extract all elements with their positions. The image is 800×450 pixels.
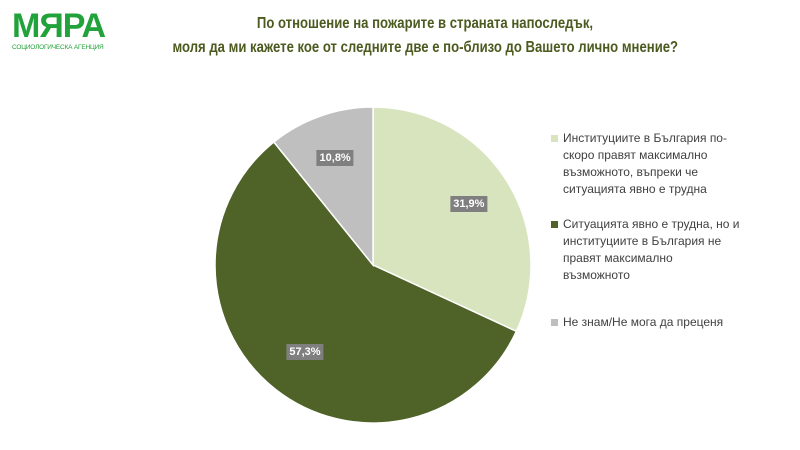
logo-name: МЯРА	[12, 7, 106, 45]
title-line-2: моля да ми кажете кое от следните две е …	[172, 39, 678, 56]
legend-item: Не знам/Не мога да преценя	[551, 314, 751, 331]
legend-swatch	[551, 135, 558, 142]
data-label: 31,9%	[450, 195, 488, 212]
legend-label: Не знам/Не мога да преценя	[563, 315, 724, 329]
pie-slice	[372, 106, 532, 333]
legend-swatch	[551, 319, 558, 326]
legend-item: Ситуацията явно е трудна, но и институци…	[551, 216, 751, 284]
chart-title: По отношение на пожарите в страната напо…	[130, 12, 720, 60]
legend-swatch	[551, 221, 558, 228]
legend-label: Институциите в България по-скоро правят …	[563, 131, 727, 196]
legend: Институциите в България по-скоро правят …	[551, 130, 751, 349]
legend-item: Институциите в България по-скоро правят …	[551, 130, 751, 198]
data-label: 57,3%	[286, 344, 324, 361]
pie-slice	[272, 106, 374, 268]
data-label: 10,8%	[316, 149, 354, 166]
legend-label: Ситуацията явно е трудна, но и институци…	[563, 217, 740, 282]
logo-subtitle: СОЦИОЛОГИЧЕСКА АГЕНЦИЯ	[12, 44, 104, 51]
title-line-1: По отношение на пожарите в страната напо…	[256, 15, 594, 32]
logo: МЯРА СОЦИОЛОГИЧЕСКА АГЕНЦИЯ	[12, 7, 112, 52]
